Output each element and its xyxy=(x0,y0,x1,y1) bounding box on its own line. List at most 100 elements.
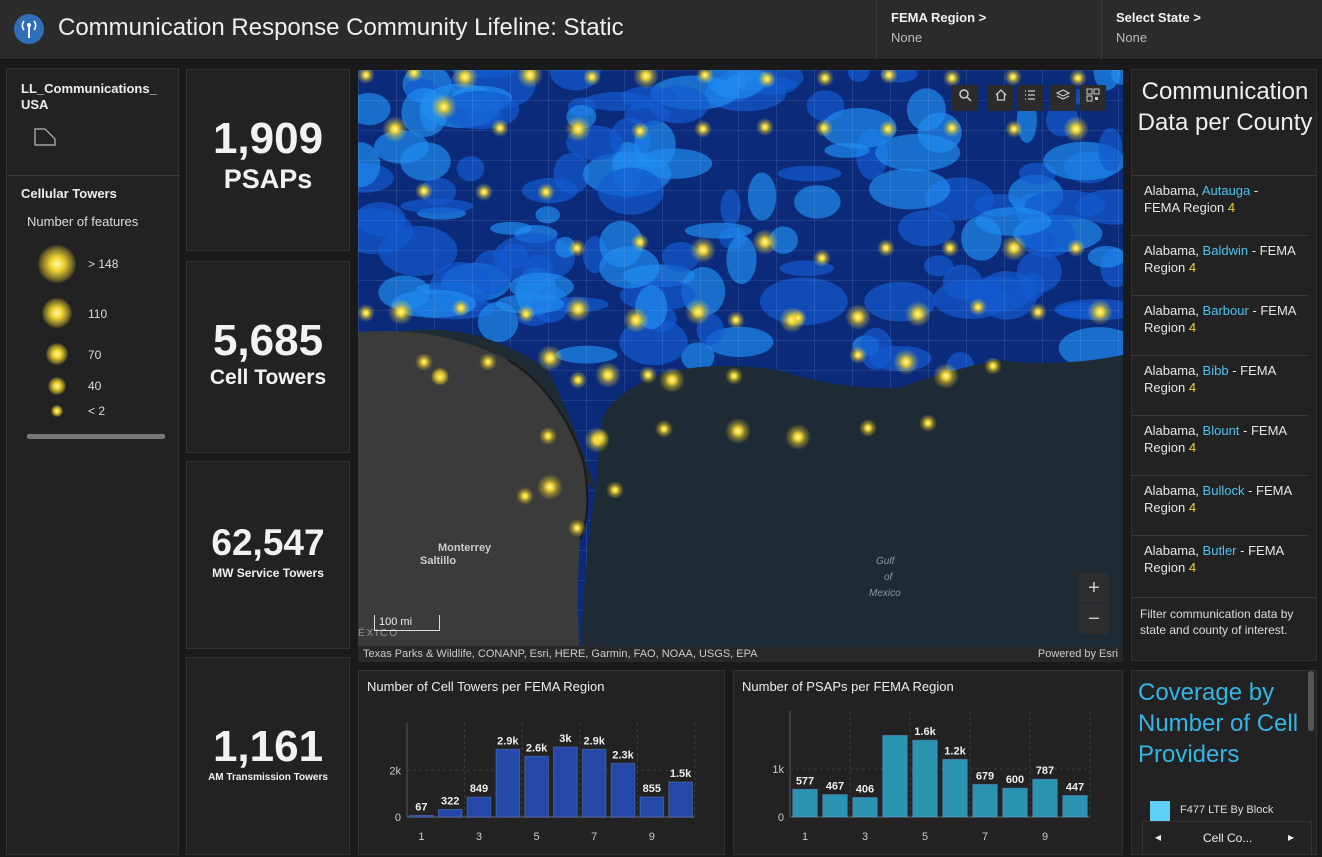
home-icon[interactable] xyxy=(988,85,1014,111)
cell-tower-point xyxy=(568,519,586,537)
coverage-scrollbar[interactable] xyxy=(1308,671,1314,731)
bar xyxy=(437,808,463,818)
cell-tower-point xyxy=(539,427,557,445)
legend-list-icon[interactable] xyxy=(1017,85,1043,111)
zoom-out-button[interactable]: − xyxy=(1079,604,1109,634)
y-tick-label: 1k xyxy=(772,764,784,776)
cell-tower-point xyxy=(415,182,433,200)
kpi-label: MW Service Towers xyxy=(212,566,324,580)
county-link[interactable]: Autauga xyxy=(1201,183,1251,198)
search-icon[interactable] xyxy=(952,85,978,111)
county-state: Alabama, xyxy=(1144,423,1199,438)
cell-tower-point xyxy=(880,70,898,84)
county-link[interactable]: Baldwin xyxy=(1202,243,1249,258)
county-link[interactable]: Bibb xyxy=(1202,363,1229,378)
cell-tower-point xyxy=(606,481,624,499)
communication-tower-icon xyxy=(14,14,44,44)
county-link[interactable]: Barbour xyxy=(1202,303,1249,318)
county-list-item[interactable]: Alabama, Bibb - FEMA Region 4 xyxy=(1132,356,1308,416)
data-label: 787 xyxy=(1036,765,1054,777)
bar xyxy=(495,748,521,818)
county-list-item[interactable]: Alabama, Butler - FEMA Region 4 xyxy=(1132,536,1308,595)
county-region: 4 xyxy=(1188,560,1197,575)
data-label: 2.3k xyxy=(612,749,634,761)
legend-panel: LL_Communications_USA Cellular Towers Nu… xyxy=(6,68,180,855)
kpi-psaps: 1,909 PSAPs xyxy=(186,69,350,251)
data-label: 600 xyxy=(1006,774,1024,786)
layers-icon[interactable] xyxy=(1050,85,1076,111)
cell-tower-point xyxy=(694,120,712,138)
county-region: 4 xyxy=(1188,260,1197,275)
prev-icon[interactable]: ◂ xyxy=(1155,830,1162,844)
zoom-in-button[interactable]: + xyxy=(1079,573,1109,603)
map-canvas[interactable] xyxy=(358,70,1123,662)
cell-tower-point xyxy=(516,487,534,505)
attribution-bar: Texas Parks & Wildlife, CONANP, Esri, HE… xyxy=(358,646,1123,662)
county-link[interactable]: Blount xyxy=(1202,423,1240,438)
county-list[interactable]: Alabama, Autauga - FEMA Region 4 Alabama,… xyxy=(1132,175,1316,595)
legend-scrollbar[interactable] xyxy=(27,434,165,439)
county-list-title: Communication Data per County xyxy=(1137,78,1313,136)
cell-tower-point xyxy=(595,362,621,388)
kpi-value: 1,909 xyxy=(212,114,324,163)
qr-code-icon[interactable] xyxy=(1080,85,1106,111)
y-tick-label: 2k xyxy=(389,765,401,777)
cell-tower-point xyxy=(623,307,649,333)
data-label: 2.9k xyxy=(497,735,519,747)
county-list-item[interactable]: Alabama, Bullock - FEMA Region 4 xyxy=(1132,476,1308,536)
cell-tower-point xyxy=(1029,303,1047,321)
map-view[interactable]: Monterrey Saltillo Gulf of Mexico ÉXICO … xyxy=(358,70,1123,662)
cell-tower-point xyxy=(415,353,433,371)
cell-tower-point xyxy=(358,70,375,84)
county-link[interactable]: Bullock xyxy=(1202,483,1245,498)
cell-tower-point xyxy=(845,304,871,330)
county-list-item[interactable]: Alabama, Barbour - FEMA Region 4 xyxy=(1132,296,1308,356)
bar xyxy=(1002,787,1028,818)
header-bar: Communication Response Community Lifelin… xyxy=(0,0,1322,60)
cell-tower-point xyxy=(758,70,776,88)
cell-tower-point xyxy=(1067,239,1085,257)
bar xyxy=(912,739,938,818)
county-list-item[interactable]: Alabama, Blount - FEMA Region 4 xyxy=(1132,416,1308,476)
cell-tower-point xyxy=(756,118,774,136)
cell-tower-point xyxy=(690,237,716,263)
fema-region-selector[interactable]: FEMA Region > None xyxy=(876,0,1101,60)
county-list-item[interactable]: Alabama, Baldwin - FEMA Region 4 xyxy=(1132,236,1308,296)
legend-subtitle: Number of features xyxy=(27,214,139,229)
cell-tower-point xyxy=(1069,70,1087,87)
state-selector[interactable]: Select State > None xyxy=(1101,0,1322,60)
kpi-label: Cell Towers xyxy=(209,366,327,389)
county-list-item[interactable]: Alabama, Autauga - FEMA Region 4 xyxy=(1132,176,1308,236)
data-label: 3k xyxy=(559,733,572,745)
cell-tower-point xyxy=(583,70,601,86)
bar xyxy=(882,734,908,818)
legend-label: 40 xyxy=(88,379,102,393)
cell-tower-point xyxy=(382,116,408,142)
map-label-of: of xyxy=(884,572,893,583)
cell-tower-point xyxy=(685,299,711,325)
y-tick-label: 0 xyxy=(395,812,401,824)
data-label: 849 xyxy=(470,783,488,795)
data-label: 322 xyxy=(441,795,459,807)
county-link[interactable]: Butler xyxy=(1202,543,1237,558)
data-label: 2.9k xyxy=(583,735,605,747)
legend-label: < 2 xyxy=(88,404,106,418)
next-icon[interactable]: ▸ xyxy=(1288,830,1295,844)
bar xyxy=(610,762,636,818)
kpi-value: 1,161 xyxy=(212,722,324,771)
data-label: 679 xyxy=(976,770,994,782)
cell-tower-point xyxy=(943,119,961,137)
x-tick-label: 5 xyxy=(534,831,540,843)
cell-tower-point xyxy=(752,229,778,255)
coverage-panel: Coverage by Number of Cell Providers F47… xyxy=(1131,670,1317,855)
cell-tower-point xyxy=(727,311,745,329)
psaps-bar-chart: 0 1k 577 467 406 1.6k 1.2k 679 600 787 447 1 3 5 7 9 xyxy=(772,711,1091,843)
legend-label: 110 xyxy=(88,307,108,321)
x-tick-label: 3 xyxy=(862,831,868,843)
data-label: 855 xyxy=(643,783,661,795)
cell-tower-point xyxy=(725,418,751,444)
legend-dot xyxy=(48,377,66,395)
cell-tower-point xyxy=(849,346,867,364)
chart-title: Number of Cell Towers per FEMA Region xyxy=(367,679,605,694)
chart-title: Number of PSAPs per FEMA Region xyxy=(742,679,954,694)
